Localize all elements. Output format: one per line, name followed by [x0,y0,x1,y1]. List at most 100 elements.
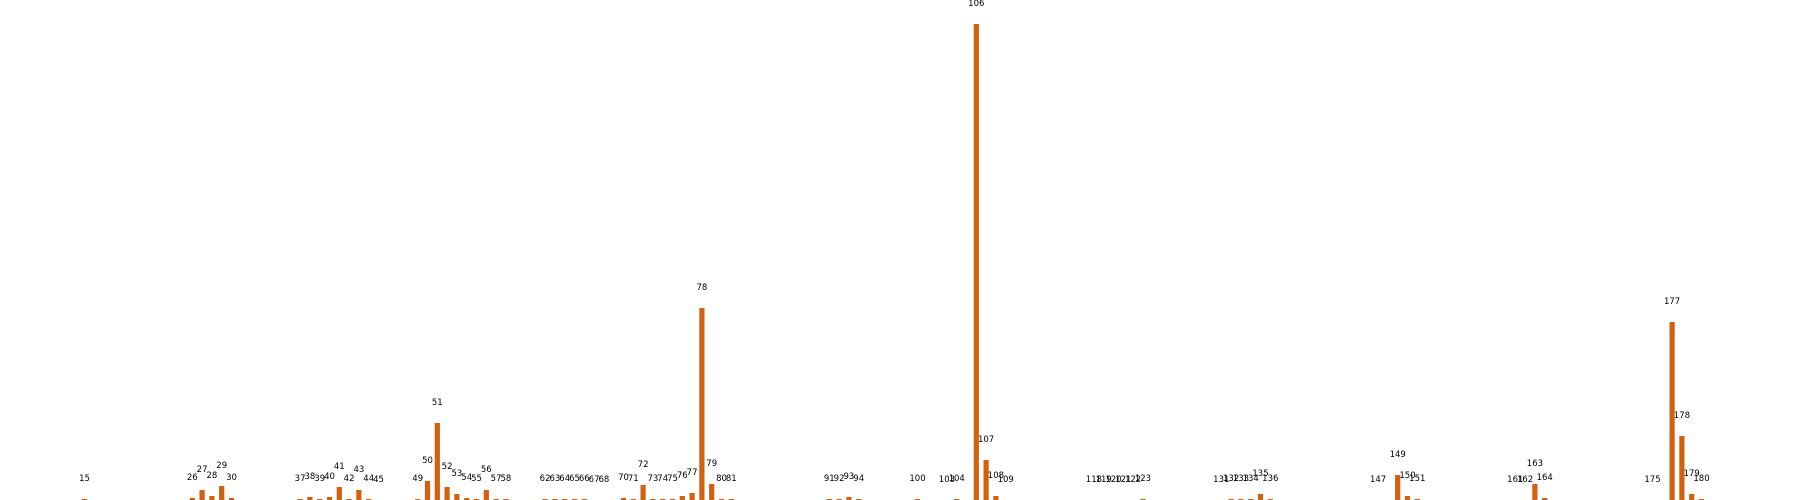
data-label-131: 131 [1213,475,1229,485]
data-label-15: 15 [79,474,90,484]
data-label-133: 133 [1233,474,1249,484]
bar-178 [1679,436,1685,500]
data-label-109: 109 [998,475,1014,485]
data-label-26: 26 [187,473,198,483]
bar-40 [326,497,333,500]
data-label-55: 55 [471,474,482,484]
bar-28 [209,496,215,500]
data-label-151: 151 [1409,474,1425,484]
data-label-107: 107 [978,435,994,445]
bar-77 [689,493,695,500]
bar-164 [1542,498,1548,500]
data-label-75: 75 [667,474,678,484]
bar-29 [219,486,225,500]
data-label-91: 91 [824,474,835,484]
data-label-180: 180 [1693,474,1709,484]
bar-38 [307,497,313,500]
data-label-147: 147 [1370,475,1386,485]
bar-72 [640,485,646,500]
data-label-66: 66 [579,474,590,484]
data-label-162: 162 [1517,475,1533,485]
data-label-73: 73 [647,474,658,484]
data-label-51: 51 [432,398,443,408]
data-label-104: 104 [949,474,965,484]
bar-50 [424,481,431,500]
data-label-29: 29 [216,461,227,471]
data-label-65: 65 [569,474,580,484]
data-label-54: 54 [461,473,472,483]
data-label-50: 50 [422,456,433,466]
data-label-123: 123 [1135,474,1151,484]
data-label-134: 134 [1243,474,1259,484]
bar-93 [846,497,852,500]
bar-163 [1532,484,1538,500]
bar-27 [199,490,205,500]
data-label-68: 68 [598,475,609,485]
bar-78 [699,308,705,500]
data-label-100: 100 [909,474,925,484]
data-label-62: 62 [540,474,551,484]
data-label-136: 136 [1262,474,1278,484]
bar-51 [434,423,440,500]
data-label-150: 150 [1399,471,1415,481]
data-label-94: 94 [853,474,864,484]
bar-76 [679,496,685,500]
data-label-78: 78 [696,283,707,293]
bar-56 [483,490,489,500]
data-label-77: 77 [687,468,698,478]
data-label-56: 56 [481,465,492,475]
bar-52 [444,487,450,500]
data-label-49: 49 [412,474,423,484]
bar-70 [620,498,627,500]
bar-108 [993,496,999,500]
data-label-103: 103 [939,475,955,485]
data-label-44: 44 [363,474,374,484]
data-label-70: 70 [618,473,629,483]
data-label-121: 121 [1115,475,1131,485]
bar-41 [336,487,342,500]
data-label-42: 42 [344,474,355,484]
data-label-149: 149 [1390,450,1406,460]
data-label-177: 177 [1664,297,1680,307]
data-label-58: 58 [500,474,511,484]
data-label-179: 179 [1684,469,1700,479]
data-label-40: 40 [324,472,335,482]
data-label-106: 106 [968,0,984,9]
data-label-80: 80 [716,474,727,484]
data-label-45: 45 [373,475,384,485]
data-label-118: 118 [1086,475,1102,485]
data-label-163: 163 [1527,459,1543,469]
data-label-67: 67 [589,475,600,485]
data-label-122: 122 [1125,475,1141,485]
data-label-52: 52 [442,462,453,472]
data-label-132: 132 [1223,474,1239,484]
data-label-81: 81 [726,474,737,484]
data-label-92: 92 [834,474,845,484]
bar-79 [709,484,715,500]
bar-107 [983,460,989,500]
bar-53 [454,494,460,500]
data-label-120: 120 [1105,475,1121,485]
data-label-64: 64 [559,474,570,484]
data-label-38: 38 [304,472,315,482]
data-label-30: 30 [226,473,237,483]
data-label-53: 53 [451,469,462,479]
bar-135 [1257,494,1264,500]
data-label-79: 79 [706,459,717,469]
bar-149 [1395,475,1401,500]
data-label-74: 74 [657,474,668,484]
data-label-39: 39 [314,474,325,484]
data-label-135: 135 [1252,469,1268,479]
data-label-57: 57 [491,474,502,484]
data-label-93: 93 [843,472,854,482]
data-label-41: 41 [334,462,345,472]
data-label-28: 28 [206,471,217,481]
data-label-72: 72 [638,460,649,470]
bar-150 [1404,496,1411,500]
bars-group [81,24,1705,500]
bar-30 [228,498,235,500]
data-label-27: 27 [197,465,208,475]
data-label-37: 37 [295,474,306,484]
